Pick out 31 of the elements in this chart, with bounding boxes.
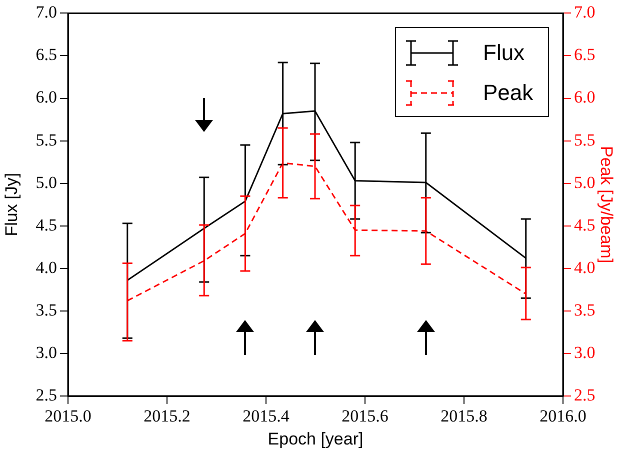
x-axis-title: Epoch [year] <box>268 429 364 448</box>
y2-tick-label: 3.5 <box>574 300 596 320</box>
y2-tick-label: 7.0 <box>574 2 596 22</box>
y2-tick-label: 4.5 <box>574 215 596 234</box>
y-tick-label: 7.0 <box>36 2 57 22</box>
y-tick-label: 6.0 <box>36 88 57 107</box>
y2-tick-label: 6.0 <box>574 88 596 107</box>
y-tick-label: 3.5 <box>36 300 57 320</box>
x-tick-label: 2015.2 <box>144 406 190 426</box>
x-tick-label: 2016.0 <box>540 406 586 426</box>
y2-tick-label: 5.0 <box>574 172 596 192</box>
x-tick-label: 2015.4 <box>242 406 290 426</box>
x-tick-label: 2015.0 <box>44 406 92 426</box>
y2-tick-label: 2.5 <box>574 385 596 404</box>
y2-axis-title: Peak [Jy/beam] <box>597 146 616 264</box>
y2-tick-label: 6.5 <box>574 45 596 64</box>
y-tick-label: 6.5 <box>36 45 57 64</box>
legend-label: Flux <box>483 40 525 66</box>
y-tick-label: 5.0 <box>36 172 57 192</box>
y2-tick-label: 3.0 <box>574 342 596 362</box>
legend-label: Peak <box>483 80 534 106</box>
y-tick-label: 4.0 <box>36 258 57 277</box>
y-axis-title: Flux [Jy] <box>2 172 21 236</box>
y2-tick-label: 5.5 <box>574 130 596 150</box>
y-tick-label: 3.0 <box>36 342 57 362</box>
y-tick-label: 2.5 <box>36 385 57 404</box>
y2-tick-label: 4.0 <box>574 258 596 277</box>
y-tick-label: 4.5 <box>36 215 57 234</box>
x-tick-label: 2015.6 <box>342 406 388 426</box>
x-tick-label: 2015.8 <box>440 406 488 426</box>
y-tick-label: 5.5 <box>36 130 57 150</box>
